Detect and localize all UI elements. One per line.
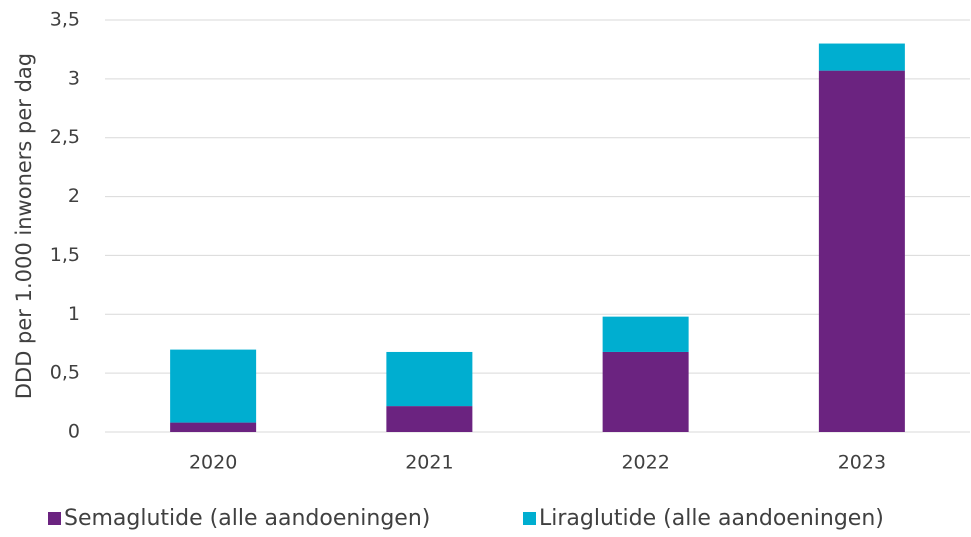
bar-segment [818,70,905,433]
bar-segment [602,351,689,432]
y-tick-label: 3 [68,67,80,89]
x-tick-label: 2021 [405,452,453,474]
y-tick-label: 1 [68,303,80,325]
bar-segment [386,406,473,432]
legend-swatch [523,512,536,525]
bar-segment [170,422,257,432]
y-axis-label: DDD per 1.000 inwoners per dag [12,53,36,399]
bar-segment [602,316,689,352]
y-tick-label: 2 [68,185,80,207]
y-tick-label: 0 [68,421,80,443]
legend-label: Liraglutide (alle aandoeningen) [539,506,884,531]
legend-swatch [48,512,61,525]
bar-segment [386,351,473,407]
y-tick-label: 2,5 [50,126,80,148]
y-tick-label: 0,5 [50,362,80,384]
legend-label: Semaglutide (alle aandoeningen) [64,506,430,531]
y-tick-label: 1,5 [50,244,80,266]
y-tick-label: 3,5 [50,9,80,31]
bar-segment [170,349,257,423]
bar-segment [818,43,905,71]
x-tick-label: 2020 [189,452,237,474]
x-tick-label: 2022 [621,452,669,474]
x-tick-label: 2023 [838,452,886,474]
